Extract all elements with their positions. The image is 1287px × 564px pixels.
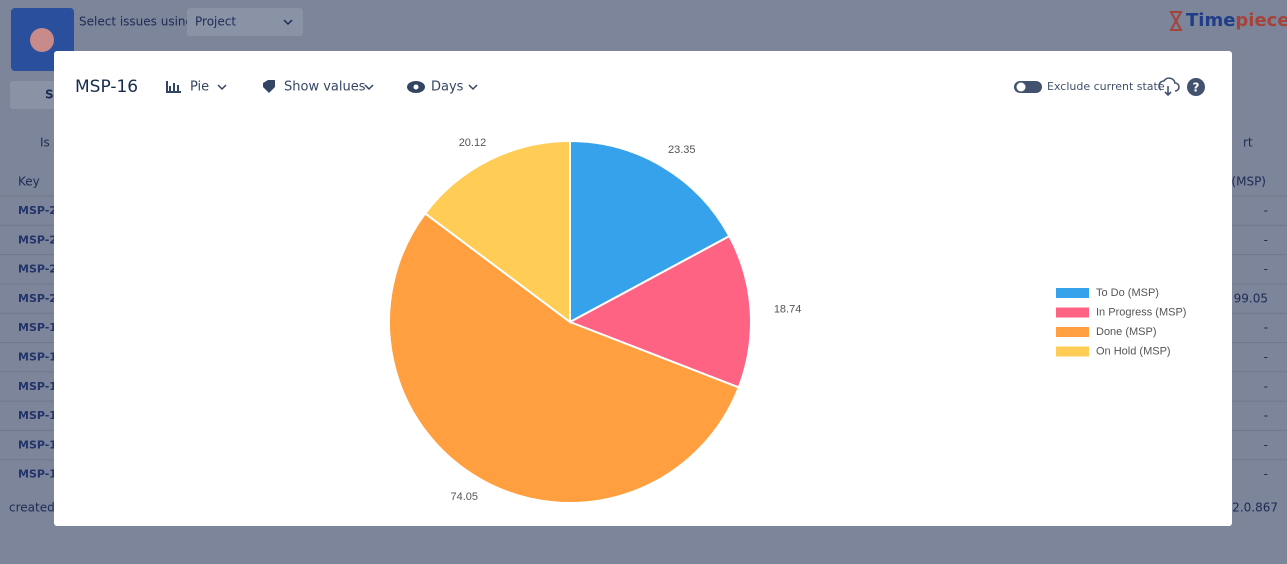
legend-swatch	[1056, 327, 1089, 337]
legend-label: In Progress (MSP)	[1096, 306, 1186, 318]
sort-label: rt	[1243, 136, 1253, 150]
legend-swatch	[1056, 288, 1089, 298]
row-key: MSP-19	[18, 321, 65, 334]
legend-swatch	[1056, 346, 1089, 357]
row-value: -	[1264, 438, 1268, 452]
legend-label: To Do (MSP)	[1096, 287, 1159, 299]
eye-pupil	[413, 84, 419, 90]
download-icon[interactable]	[1158, 77, 1180, 97]
chevron	[283, 19, 293, 26]
logo-icon	[1169, 11, 1183, 31]
menu-label[interactable]: Pie	[190, 80, 209, 95]
column-header: (MSP)	[1231, 175, 1266, 189]
pie-slice	[569, 139, 731, 324]
column-header: Key	[18, 175, 40, 189]
pie-slice	[388, 212, 741, 504]
row-key: MSP-14	[18, 468, 65, 481]
selector[interactable]	[187, 8, 303, 36]
row-value: -	[1264, 409, 1268, 423]
menu-label[interactable]: Show values	[284, 80, 366, 95]
toggle-label: Exclude current state	[1047, 80, 1165, 93]
row-value: -	[1264, 204, 1268, 218]
row-key: MSP-21	[18, 263, 65, 276]
row-value: -	[1264, 350, 1268, 364]
modal-title: MSP-16	[75, 77, 138, 97]
tag-icon	[263, 80, 275, 93]
chart-icon	[166, 81, 181, 93]
menu-label[interactable]: Days	[431, 80, 464, 95]
button-label: S	[45, 88, 54, 102]
row-value: 99.05	[1234, 291, 1268, 305]
chevron	[364, 84, 374, 91]
pie-slice	[567, 234, 752, 389]
refresh-label: Is	[40, 136, 50, 150]
row-key: MSP-22	[18, 204, 65, 217]
legend-label: Done (MSP)	[1096, 326, 1157, 338]
row-key: MSP-18	[18, 351, 65, 364]
selector-label: Select issues using	[79, 15, 193, 29]
pie-slice	[423, 139, 571, 324]
value-label: 20.12	[459, 137, 487, 149]
chevron	[217, 84, 227, 91]
version: 3.2.0.867	[1221, 501, 1278, 515]
value-label: 74.05	[450, 491, 478, 503]
row-value: -	[1264, 262, 1268, 276]
toggle-knob	[1016, 82, 1026, 92]
value-label: 18.74	[774, 304, 802, 316]
row-key: MSP-20	[18, 292, 65, 305]
row-key: MSP-17	[18, 380, 65, 393]
logo-text: Timepiece	[1186, 10, 1287, 31]
row-value: -	[1264, 467, 1268, 481]
value-label: 23.35	[668, 144, 696, 156]
legend-swatch	[1056, 307, 1089, 318]
row-value: -	[1264, 233, 1268, 247]
row-value: -	[1264, 379, 1268, 393]
logo-part: piece	[1235, 10, 1287, 31]
chevron	[468, 84, 478, 91]
help-icon[interactable]	[1187, 78, 1205, 96]
row-value: -	[1264, 321, 1268, 335]
row-key: MSP-16	[18, 409, 65, 422]
logo-face	[30, 28, 54, 52]
legend-label: On Hold (MSP)	[1096, 345, 1171, 357]
row-key: MSP-22	[18, 233, 65, 246]
logo-part: Time	[1186, 10, 1235, 31]
help-glyph: ?	[1193, 81, 1200, 95]
row-key: MSP-15	[18, 438, 65, 451]
selector-value: Project	[195, 15, 236, 29]
footer: created >	[9, 501, 69, 515]
